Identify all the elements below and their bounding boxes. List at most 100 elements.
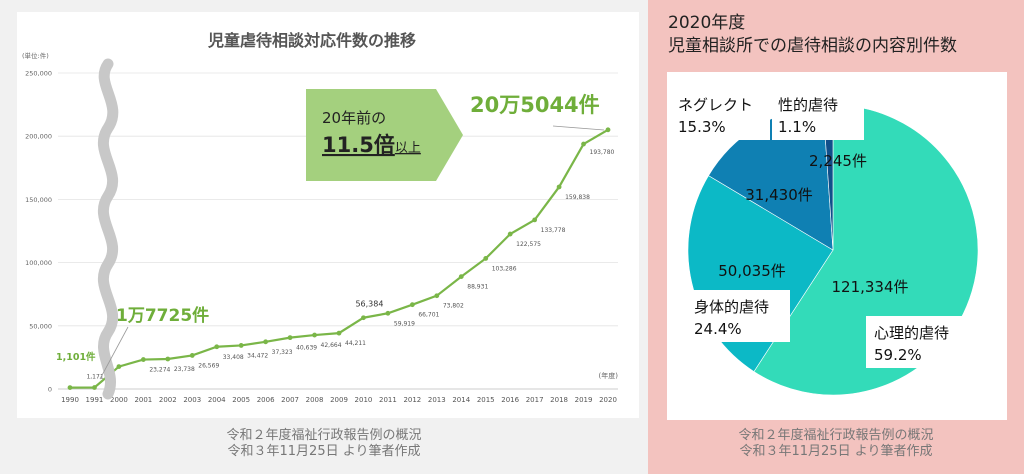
- data-point: [165, 356, 171, 362]
- data-label: 73,802: [443, 303, 464, 310]
- pct-psych: 59.2%: [874, 346, 922, 364]
- data-label: 26,569: [198, 362, 219, 369]
- line-chart-title: 児童虐待相談対応件数の推移: [207, 31, 416, 50]
- data-point: [458, 274, 464, 279]
- callout-2000-leader: [99, 326, 129, 380]
- x-unit-label: (年度): [599, 371, 619, 380]
- callout-2020-leader: [552, 125, 605, 131]
- data-label: 42,664: [321, 342, 342, 349]
- pie-chart-source: 令和２年度福祉行政報告例の概況 令和３年11月25日 より筆者作成: [648, 428, 1024, 460]
- count-label-sexual: 2,245件: [809, 152, 867, 170]
- data-label: 1,171: [86, 374, 103, 381]
- y-tick-label: 100,000: [25, 259, 52, 267]
- data-point: [189, 353, 195, 358]
- arrow-small-text: 以上: [395, 141, 421, 156]
- data-point: [483, 256, 489, 261]
- x-tick-label: 2018: [550, 396, 568, 404]
- x-tick-label: 1991: [86, 396, 104, 404]
- data-label: 88,931: [467, 284, 488, 291]
- pie-source-line1: 令和２年度福祉行政報告例の概況: [738, 428, 934, 443]
- line-source-line1: 令和２年度福祉行政報告例の概況: [226, 428, 422, 443]
- box-neglect: [672, 88, 770, 140]
- data-point: [507, 231, 513, 237]
- data-point: [312, 332, 317, 338]
- arrow-text-line1: 20年前の: [322, 109, 386, 127]
- data-point: [581, 141, 586, 147]
- x-tick-label: 2002: [159, 396, 177, 404]
- y-tick-label: 250,000: [25, 70, 52, 78]
- x-tick-label: 2009: [330, 396, 348, 404]
- grid-lines: [58, 72, 618, 390]
- data-point: [263, 339, 269, 345]
- y-tick-label: 50,000: [29, 322, 52, 330]
- count-label-physical: 50,035件: [718, 262, 786, 280]
- line-chart-source: 令和２年度福祉行政報告例の概況 令和３年11月25日 より筆者作成: [0, 428, 648, 460]
- data-label: 133,778: [541, 227, 566, 234]
- data-point: [361, 315, 366, 321]
- data-points: [67, 127, 611, 391]
- pie-count-labels: 121,334件 50,035件 31,430件 2,245件: [718, 152, 908, 296]
- data-point: [116, 364, 122, 369]
- data-label: 59,919: [394, 320, 415, 327]
- data-label: 66,701: [418, 312, 439, 319]
- x-tick-label: 2014: [452, 396, 470, 404]
- pie-chart-title: 2020年度 児童相談所での虐待相談の内容別件数: [668, 12, 1018, 58]
- x-tick-label: 2004: [208, 396, 226, 404]
- data-label: 193,780: [590, 149, 615, 156]
- data-point: [238, 343, 244, 348]
- box-physical: [686, 290, 790, 342]
- name-sexual: 性的虐待: [778, 96, 838, 114]
- data-point: [287, 335, 293, 341]
- x-tick-label: 2005: [232, 396, 250, 404]
- y-unit-label: (単位:件): [22, 51, 49, 60]
- name-psych: 心理的虐待: [874, 324, 949, 342]
- x-tick-label: 2016: [501, 396, 519, 404]
- box-psych: [866, 316, 970, 368]
- data-point: [532, 217, 538, 223]
- x-tick-label: 2017: [526, 396, 544, 404]
- y-tick-label: 0: [48, 386, 52, 394]
- x-tick-label: 2003: [183, 396, 201, 404]
- data-label: 122,575: [516, 241, 541, 248]
- callout-2020: 20万5044件: [470, 93, 600, 117]
- data-point: [605, 127, 611, 133]
- data-label: 23,738: [174, 366, 195, 373]
- x-tick-label: 2012: [403, 396, 421, 404]
- x-tick-label: 2000: [110, 396, 128, 404]
- data-point: [409, 302, 415, 308]
- count-label-neglect: 31,430件: [745, 186, 813, 204]
- axis-break-wave: [97, 58, 119, 400]
- data-label: 159,838: [565, 194, 590, 201]
- x-tick-label: 2001: [134, 396, 152, 404]
- box-sexual: [772, 88, 864, 140]
- data-point: [67, 385, 73, 391]
- data-point: [140, 357, 146, 362]
- name-physical: 身体的虐待: [694, 298, 769, 316]
- x-tick-label: 2020: [599, 396, 617, 404]
- pct-neglect: 15.3%: [678, 118, 726, 136]
- data-point: [556, 184, 562, 190]
- x-tick-label: 1990: [61, 396, 79, 404]
- pct-physical: 24.4%: [694, 320, 742, 338]
- callout-1990: 1,101件: [56, 351, 96, 363]
- data-point: [434, 293, 440, 299]
- name-neglect: ネグレクト: [678, 96, 753, 114]
- x-tick-label: 2006: [257, 396, 275, 404]
- growth-arrow: [306, 89, 463, 181]
- x-axis-ticks: 1990 1991 2000 2001 2002 2003 2004 2005 2006 2007…: [61, 396, 617, 404]
- line-source-line2: 令和３年11月25日 より筆者作成: [227, 444, 421, 459]
- data-label: 33,408: [223, 354, 244, 361]
- x-tick-label: 2007: [281, 396, 299, 404]
- line-chart-card: [17, 12, 639, 418]
- data-label: 103,286: [492, 265, 517, 272]
- y-tick-label: 200,000: [25, 133, 52, 141]
- line-chart: 児童虐待相談対応件数の推移 (単位:件) (年度) 250,000 200,000…: [22, 31, 619, 404]
- y-axis-ticks: 250,000 200,000 150,000 100,000 50,000 0: [25, 70, 52, 394]
- pie-source-line2: 令和３年11月25日 より筆者作成: [739, 444, 933, 459]
- x-tick-label: 2008: [306, 396, 324, 404]
- data-point: [385, 310, 391, 316]
- arrow-text-big: 11.5倍以上: [322, 133, 421, 157]
- data-point: [214, 344, 220, 350]
